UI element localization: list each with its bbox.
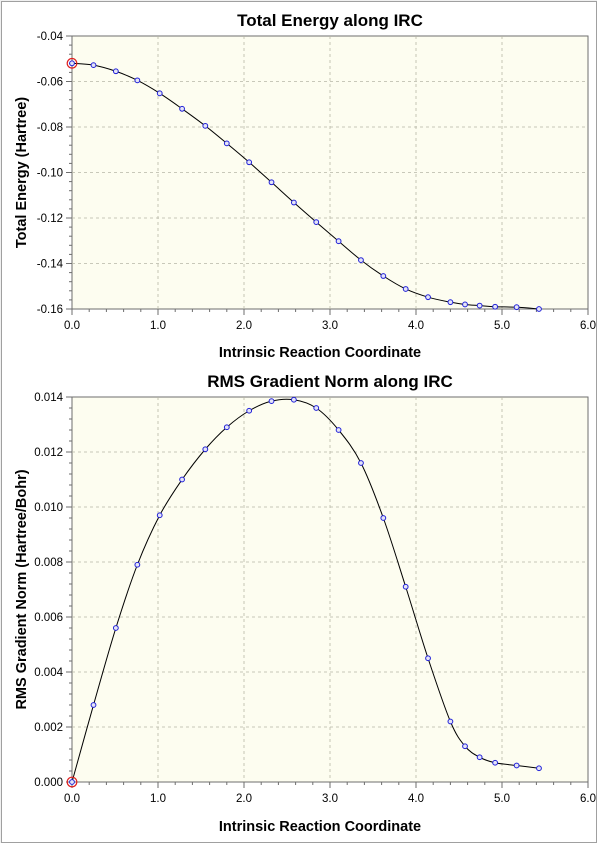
data-point: [179, 476, 185, 483]
data-point: [134, 77, 141, 84]
x-tick-label: 1.0: [150, 320, 166, 332]
data-point: [223, 424, 230, 431]
y-tick-label: 0.010: [34, 502, 63, 514]
data-point: [335, 427, 342, 433]
data-point: [246, 159, 253, 166]
x-tick-label: 5.0: [494, 793, 510, 805]
data-point: [90, 62, 97, 69]
data-point: [335, 238, 342, 245]
data-point: [425, 655, 431, 662]
data-point: [179, 105, 185, 112]
y-tick-label: -0.06: [37, 77, 63, 89]
data-point: [246, 407, 253, 414]
data-point: [223, 140, 230, 147]
y-tick-label: -0.16: [37, 304, 63, 316]
data-point: [462, 301, 468, 308]
data-point: [156, 90, 163, 97]
data-point: [156, 512, 163, 519]
chart-title: Total Energy along IRC: [237, 11, 423, 30]
y-tick-label: 0.004: [34, 667, 63, 679]
data-point: [290, 199, 297, 206]
data-point: [425, 294, 431, 301]
x-tick-label: 0.0: [64, 320, 80, 332]
chart-title: RMS Gradient Norm along IRC: [207, 372, 453, 391]
y-tick-label: -0.10: [37, 168, 63, 180]
data-point: [134, 561, 141, 568]
data-point: [313, 405, 320, 411]
data-point: [447, 299, 454, 306]
y-tick-label: 0.008: [34, 557, 63, 569]
x-axis-label: Intrinsic Reaction Coordinate: [219, 345, 421, 361]
y-tick-label: 0.014: [34, 392, 63, 404]
data-point: [313, 219, 320, 225]
data-point: [513, 762, 520, 769]
data-point: [462, 743, 468, 750]
data-point: [268, 179, 275, 186]
data-point: [402, 583, 409, 590]
y-tick-label: 0.006: [34, 612, 63, 624]
x-tick-label: 2.0: [236, 320, 252, 332]
y-tick-label: 0.002: [34, 722, 63, 734]
x-axis-label: Intrinsic Reaction Coordinate: [219, 819, 421, 835]
data-point: [492, 303, 499, 310]
y-axis-label: Total Energy (Hartree): [14, 97, 30, 248]
x-tick-label: 6.0: [580, 320, 596, 332]
data-point: [476, 302, 483, 309]
x-tick-label: 1.0: [150, 793, 166, 805]
y-tick-label: -0.14: [37, 259, 64, 271]
x-tick-label: 3.0: [322, 793, 338, 805]
x-tick-label: 3.0: [322, 320, 338, 332]
data-point: [69, 60, 75, 67]
data-point: [268, 398, 275, 405]
y-tick-label: 0.012: [34, 447, 63, 459]
chart-1: Total Energy along IRC 0.0 1.0 2.0 3.0 4.0 5.0…: [14, 11, 596, 361]
data-point: [380, 515, 387, 521]
x-tick-label: 6.0: [580, 793, 596, 805]
y-tick-label: -0.12: [37, 213, 63, 225]
x-tick-label: 4.0: [408, 793, 424, 805]
data-point: [476, 754, 483, 761]
data-point: [69, 779, 75, 785]
x-tick-label: 2.0: [236, 793, 252, 805]
data-point: [358, 460, 364, 466]
data-point: [358, 257, 364, 263]
x-tick-label: 5.0: [494, 320, 510, 332]
x-tick-label: 4.0: [408, 320, 424, 332]
chart-2: RMS Gradient Norm along IRC 0.0 1.0 2.0 3.0 4…: [14, 372, 596, 835]
data-point: [290, 396, 297, 403]
current-point-marker: [66, 57, 78, 69]
y-axis-label: RMS Gradient Norm (Hartree/Bohr): [14, 469, 30, 709]
y-tick-label: -0.04: [37, 31, 64, 43]
data-point: [536, 306, 542, 312]
data-point: [380, 273, 387, 279]
data-point: [112, 625, 119, 631]
y-tick-label: -0.08: [37, 122, 63, 134]
data-point: [112, 68, 119, 75]
data-point: [402, 286, 409, 292]
current-point-marker: [66, 776, 78, 788]
data-point: [492, 759, 499, 766]
y-tick-label: 0.000: [34, 777, 63, 789]
data-point: [447, 718, 454, 725]
data-point: [202, 446, 209, 453]
data-point: [202, 122, 209, 129]
data-point: [513, 304, 520, 311]
data-point: [536, 765, 542, 772]
x-tick-label: 0.0: [64, 793, 80, 805]
data-point: [90, 702, 97, 708]
